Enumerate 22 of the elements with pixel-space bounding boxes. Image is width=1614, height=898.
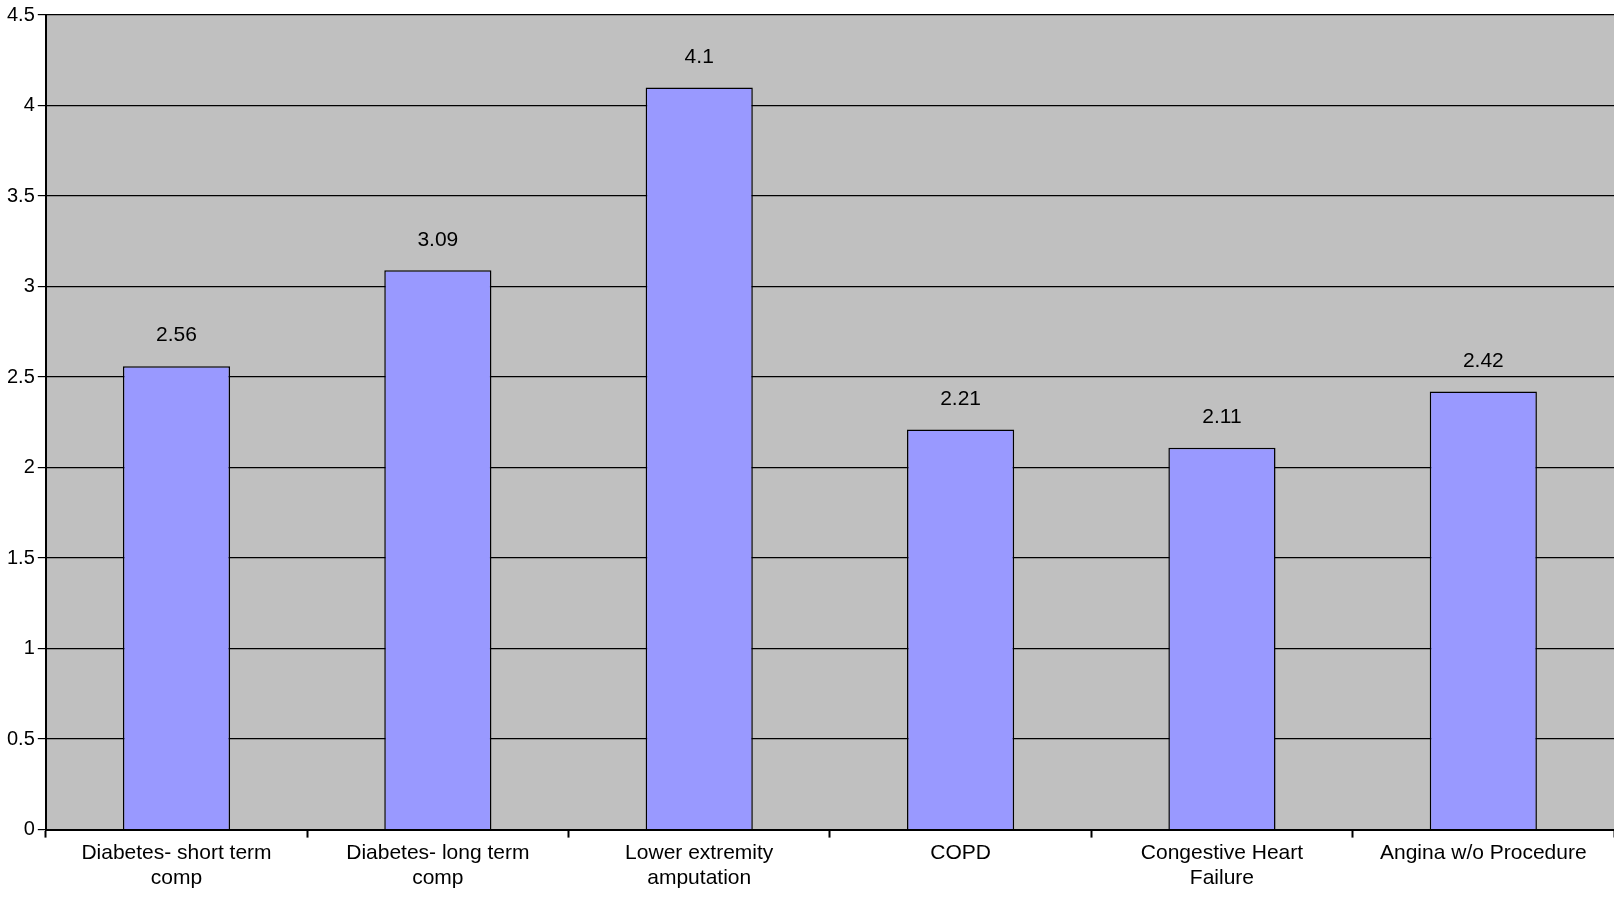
x-tick-label: Lower extremity amputation [625, 840, 774, 889]
y-tick-label: 1 [23, 636, 35, 659]
data-label: 2.21 [940, 385, 982, 409]
x-tick-label: Diabetes- short term comp [81, 840, 272, 889]
y-tick-label: 4 [23, 93, 35, 116]
y-tick-label: 4.5 [6, 2, 35, 25]
y-tick-label: 1.5 [6, 545, 35, 568]
y-tick-label: 3.5 [6, 183, 35, 206]
x-tick-label: Congestive Heart Failure [1140, 840, 1304, 889]
data-label: 2.42 [1462, 347, 1504, 371]
x-tick-label: COPD [930, 840, 991, 863]
y-tick-label: 0.5 [6, 726, 35, 749]
data-label: 2.56 [156, 322, 197, 346]
data-label: 2.11 [1202, 403, 1242, 427]
y-tick-label: 2 [23, 455, 35, 478]
y-tick-label: 2.5 [6, 364, 35, 387]
data-label: 4.1 [684, 43, 714, 67]
data-label: 3.09 [417, 226, 459, 250]
x-tick-label: Diabetes- long term comp [346, 840, 530, 889]
y-tick-label: 0 [23, 817, 35, 840]
y-tick-label: 3 [23, 274, 35, 297]
x-tick-label: Angina w/o Procedure [1380, 840, 1587, 863]
